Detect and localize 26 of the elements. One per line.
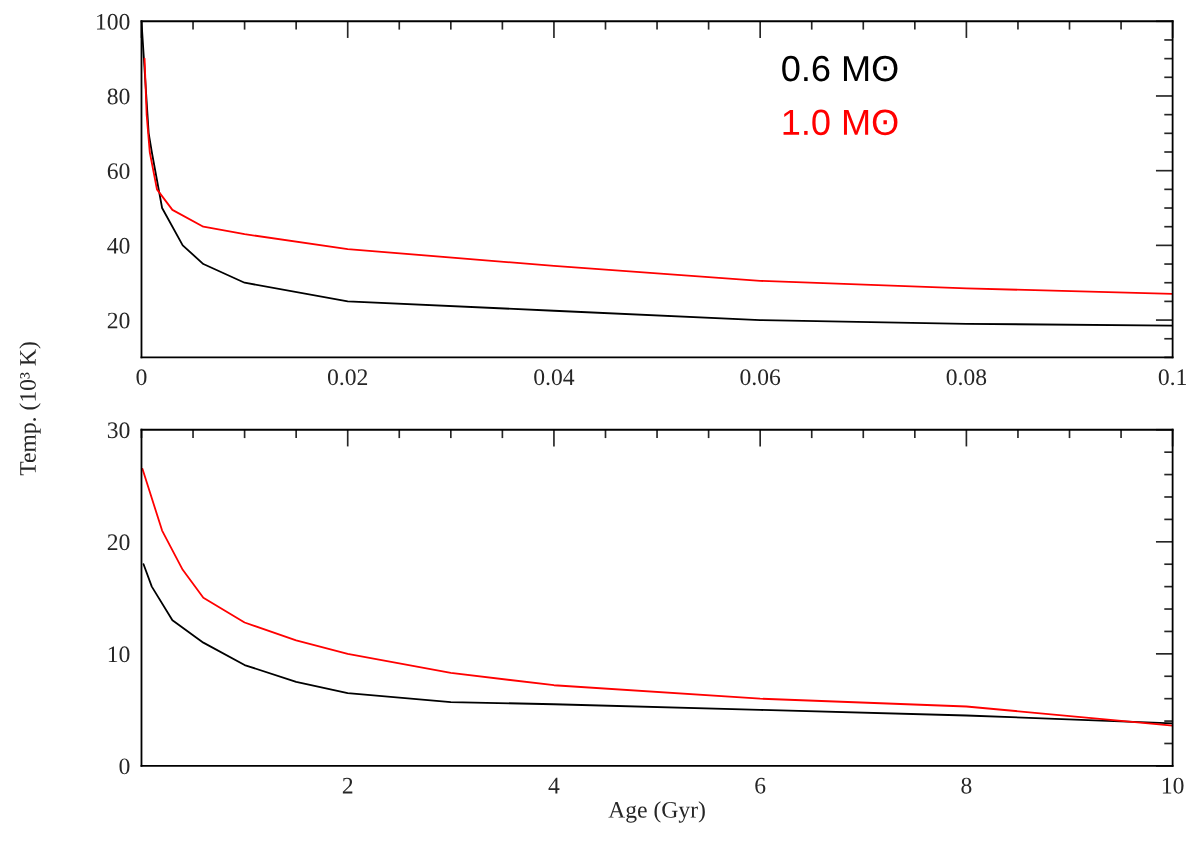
y-tick-label: 80 (107, 88, 130, 105)
x-tick-label: 0.08 (946, 369, 987, 386)
x-tick-label: 8 (961, 777, 972, 794)
y-tick-label: 30 (107, 422, 130, 439)
y-tick-label: 10 (108, 646, 130, 663)
y-tick-label: 60 (107, 163, 130, 180)
x-tick-label: 10 (1162, 777, 1184, 794)
x-tick-label: 6 (755, 777, 766, 794)
text: 0.6 Mʘ (782, 55, 898, 82)
y-tick-label: 20 (107, 534, 130, 551)
text: 1.0 Mʘ (783, 109, 898, 136)
x-tick-label: 0 (136, 369, 147, 386)
x-tick-label: 0.02 (327, 369, 368, 386)
x-tick-label: 0.1 (1158, 369, 1186, 386)
x-tick-label: 0.06 (740, 369, 781, 386)
y-tick-label: 100 (97, 13, 130, 30)
x-axis-title: Age (Gyr) (608, 801, 705, 823)
x-tick-label: 4 (548, 777, 560, 794)
y-tick-label: 20 (107, 312, 130, 329)
x-tick-label: 2 (342, 777, 353, 794)
y-axis-title: Temp. (10³ K) (19, 342, 41, 476)
y-tick-label: 40 (107, 237, 130, 254)
y-tick-label: 0 (119, 758, 130, 775)
line-series (143, 57, 1173, 295)
x-tick-label: 0.04 (534, 369, 575, 386)
line-series (141, 468, 1173, 727)
